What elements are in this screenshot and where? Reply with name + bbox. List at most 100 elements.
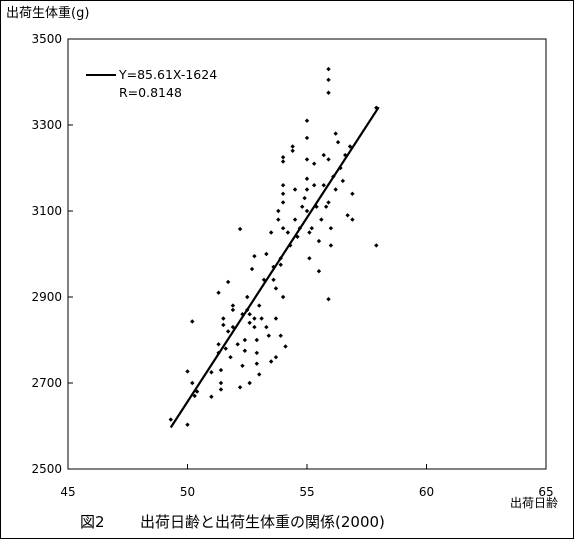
data-point [304, 208, 310, 214]
data-point [278, 333, 283, 338]
data-point [345, 213, 350, 218]
data-point [347, 144, 353, 149]
data-point [326, 90, 331, 95]
data-point [247, 320, 252, 325]
data-point [168, 417, 173, 422]
data-point [321, 183, 326, 188]
data-point [223, 346, 228, 351]
legend: Y=85.61X-1624 R=0.8148 [86, 67, 217, 100]
data-point [323, 204, 329, 209]
data-point [216, 342, 221, 347]
data-point [252, 316, 257, 321]
data-point [242, 348, 248, 353]
data-point [280, 159, 286, 164]
data-point [273, 355, 279, 360]
data-point [190, 380, 195, 386]
data-point [316, 238, 322, 244]
data-point [268, 359, 274, 364]
data-point [218, 380, 224, 386]
data-point [316, 269, 322, 274]
data-point [304, 118, 310, 123]
data-point [254, 361, 260, 366]
figure-number: 図2 [80, 513, 105, 531]
data-point [350, 217, 355, 222]
data-point [309, 226, 314, 231]
data-point [264, 324, 269, 330]
data-point [271, 277, 276, 282]
y-tick-label: 3100 [31, 204, 62, 218]
data-point [245, 294, 250, 300]
data-point [304, 135, 310, 141]
data-point [192, 393, 197, 399]
plot-area [67, 38, 547, 470]
data-point [333, 131, 338, 136]
data-point [326, 77, 331, 83]
data-point [283, 344, 288, 349]
figure-title: 出荷日齢と出荷生体重の関係(2000) [140, 513, 385, 531]
data-point [230, 307, 236, 313]
data-point [259, 316, 264, 321]
data-point [242, 337, 248, 343]
data-point [273, 316, 279, 321]
data-point [319, 217, 324, 222]
data-point [321, 152, 326, 158]
data-point [266, 333, 271, 338]
data-point [209, 370, 214, 375]
data-point [221, 316, 226, 321]
data-point [311, 161, 317, 166]
data-point [304, 157, 310, 162]
data-point [302, 195, 307, 201]
y-tick-label: 2900 [31, 290, 62, 304]
data-point [237, 385, 243, 390]
data-point [235, 342, 240, 347]
data-point [335, 140, 341, 145]
data-point [276, 217, 281, 222]
data-point [326, 296, 331, 302]
data-point [280, 226, 286, 231]
data-point [249, 266, 255, 272]
data-point [340, 178, 346, 184]
data-point [280, 294, 286, 300]
data-point [264, 251, 269, 257]
data-point [209, 394, 214, 399]
data-point [185, 369, 190, 374]
data-point [278, 262, 283, 267]
data-point [228, 355, 233, 360]
data-point [237, 226, 243, 232]
data-point [230, 303, 236, 308]
data-point [221, 322, 226, 328]
data-point [257, 372, 262, 377]
data-point [247, 380, 252, 386]
data-point [185, 422, 190, 427]
data-point [268, 230, 274, 235]
data-point [374, 243, 379, 248]
data-point [252, 253, 257, 259]
data-point [254, 337, 260, 343]
data-point [190, 319, 195, 324]
data-point [280, 200, 286, 205]
x-tick-label: 45 [60, 485, 75, 499]
data-point [280, 155, 286, 160]
data-point [257, 303, 262, 308]
figure-caption: 図2 出荷日齢と出荷生体重の関係(2000) [80, 511, 385, 532]
data-point [285, 230, 291, 235]
x-tick-label: 55 [299, 485, 314, 499]
data-point [326, 66, 331, 72]
data-point [280, 183, 286, 188]
x-axis-label: 出荷日齢 [510, 495, 558, 510]
axis-ticks: 2500 2700 2900 3100 3300 3500 45 50 55 60 65 [31, 32, 553, 499]
x-tick-label: 65 [538, 485, 553, 499]
data-point [218, 367, 224, 373]
data-point [307, 230, 312, 235]
data-point [304, 176, 310, 181]
data-point [326, 157, 331, 162]
data-point [307, 256, 312, 261]
data-point [225, 279, 231, 285]
x-tick-label: 50 [180, 485, 195, 499]
data-point [304, 187, 310, 192]
data-point [333, 187, 338, 192]
data-point [247, 312, 252, 317]
data-point [292, 187, 298, 192]
